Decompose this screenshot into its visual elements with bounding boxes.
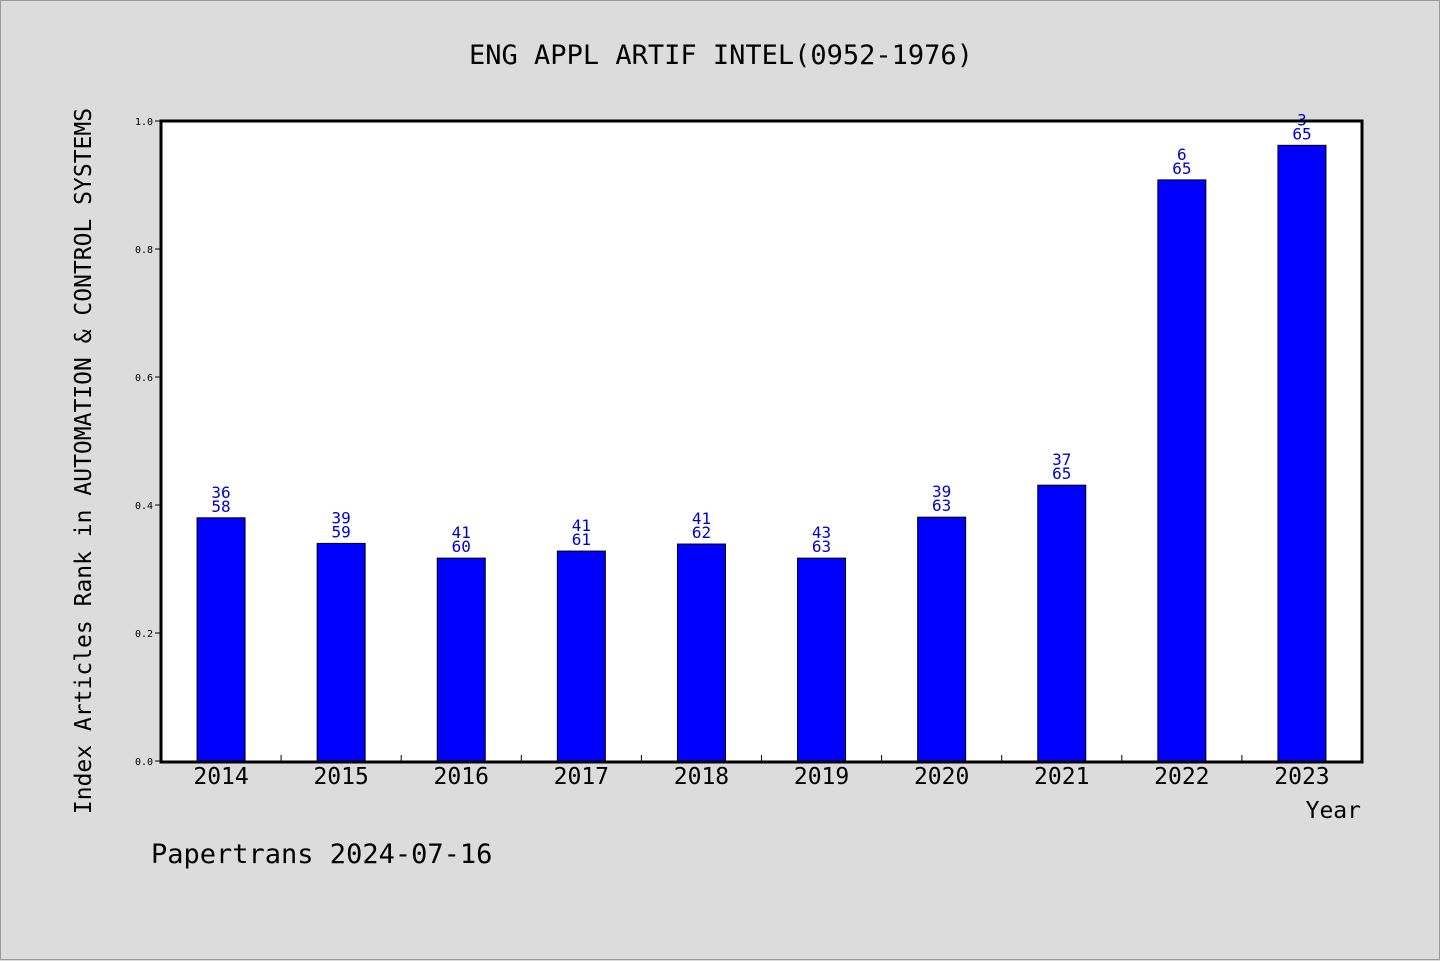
y-tick-label: 0.4 [135, 501, 153, 512]
bar-rank-label: 41 [692, 509, 711, 528]
bar-total-label: 60 [452, 537, 471, 556]
bar-total-label: 65 [1292, 124, 1311, 143]
y-tick-label: 0.8 [135, 245, 153, 256]
bar-2023 [1277, 144, 1327, 762]
x-tick-label: 2020 [914, 764, 969, 790]
bar-rank-label: 41 [572, 516, 591, 535]
x-tick-label: 2019 [794, 764, 849, 790]
y-tick-label: 0.0 [135, 757, 153, 768]
y-axis-label: Index Articles Rank in AUTOMATION & CONT… [71, 108, 97, 814]
bar-2017 [556, 550, 606, 762]
bar-rank-label: 43 [812, 523, 831, 542]
bar-total-label: 63 [932, 496, 951, 515]
x-axis-label: Year [1306, 798, 1361, 824]
x-tick-label: 2015 [313, 764, 368, 790]
bar-rank-label: 39 [332, 508, 351, 527]
bar-2018 [676, 543, 726, 762]
bar-2019 [797, 557, 847, 762]
bar-2014 [196, 517, 246, 762]
bar-2021 [1037, 484, 1087, 762]
bar-total-label: 63 [812, 537, 831, 556]
x-tick-label: 2022 [1154, 764, 1209, 790]
x-tick-label: 2023 [1274, 764, 1329, 790]
bar-total-label: 62 [692, 523, 711, 542]
bar-rank-label: 39 [932, 482, 951, 501]
x-tick-label: 2017 [554, 764, 609, 790]
axes-layer: 0.0 0.2 0.4 0.6 0.8 1.0 2014 2015 2016 2017 2018 20… [135, 117, 1330, 790]
bar-2015 [316, 542, 366, 762]
bar-rank-label: 37 [1052, 450, 1071, 469]
bar-rank-label: 6 [1177, 145, 1187, 164]
bar-total-label: 59 [332, 522, 351, 541]
y-tick-label: 0.2 [135, 629, 153, 640]
bar-2016 [436, 557, 486, 762]
bar-total-label: 61 [572, 530, 591, 549]
bar-total-label: 65 [1172, 159, 1191, 178]
plot-border [159, 119, 1364, 764]
x-tick-label: 2014 [193, 764, 248, 790]
y-tick-label: 0.6 [135, 373, 153, 384]
footer-text: Papertrans 2024-07-16 [151, 839, 492, 870]
bar-2022 [1157, 179, 1207, 762]
bar-rank-label: 36 [211, 483, 230, 502]
x-tick-label: 2018 [674, 764, 729, 790]
bar-rank-label: 41 [452, 523, 471, 542]
bar-2020 [917, 516, 967, 762]
x-tick-label: 2021 [1034, 764, 1089, 790]
bar-total-label: 58 [211, 497, 230, 516]
x-tick-label: 2016 [434, 764, 489, 790]
y-tick-label: 1.0 [135, 117, 153, 128]
bar-total-label: 65 [1052, 464, 1071, 483]
chart-title: ENG APPL ARTIF INTEL(0952-1976) [469, 40, 973, 71]
